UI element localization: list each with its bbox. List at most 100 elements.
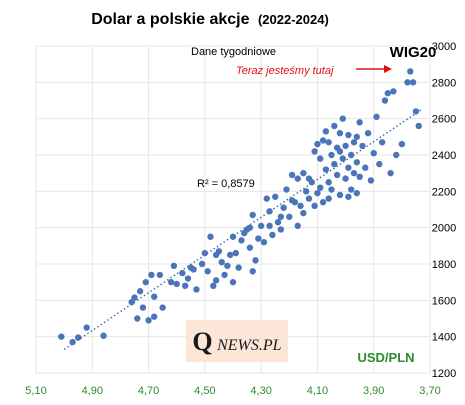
scatter-point <box>207 233 214 240</box>
scatter-point <box>212 277 220 284</box>
scatter-point <box>294 222 301 230</box>
scatter-point <box>226 251 234 259</box>
y-tick-label: 3000 <box>432 41 456 53</box>
scatter-point <box>328 151 335 159</box>
scatter-point <box>266 222 273 230</box>
scatter-point <box>257 222 265 230</box>
y-tick-label: 2200 <box>432 186 456 198</box>
scatter-point <box>339 115 346 122</box>
x-tick-label: 3,70 <box>419 385 440 397</box>
scatter-point <box>193 286 200 293</box>
x-tick-label: 4,50 <box>194 385 215 397</box>
scatter-point <box>311 148 318 155</box>
scatter-point <box>350 169 358 177</box>
scatter-point <box>336 191 344 199</box>
grid <box>35 45 431 374</box>
scatter-point <box>398 140 406 148</box>
scatter-point <box>58 333 65 340</box>
scatter-point <box>407 68 414 75</box>
y-tick-label: 1200 <box>432 368 456 380</box>
scatter-point <box>348 151 355 159</box>
scatter-point <box>353 159 361 166</box>
scatter-point <box>283 186 290 193</box>
x-tick-label: 5,10 <box>25 385 46 397</box>
watermark-logo: Q NEWS.PL <box>186 320 288 362</box>
scatter-point <box>356 119 363 126</box>
scatter-point <box>232 249 240 257</box>
scatter-point <box>139 304 147 311</box>
scatter-point <box>238 237 245 244</box>
x-tick-label: 4,70 <box>138 385 159 397</box>
scatter-point <box>173 280 180 288</box>
scatter-point <box>167 278 175 286</box>
scatter-point <box>151 293 158 300</box>
y-tick-label: 1600 <box>432 295 456 307</box>
scatter-point <box>300 169 307 177</box>
scatter-point <box>370 149 377 157</box>
x-axis-label: USD/PLN <box>357 350 414 365</box>
scatter-point <box>274 219 282 226</box>
chart-subtitle: Dane tygodniowe <box>191 46 276 58</box>
x-tick-label: 3,90 <box>363 385 384 397</box>
scatter-point <box>156 271 164 279</box>
scatter-point <box>325 179 332 186</box>
scatter-point <box>142 278 149 286</box>
scatter-point <box>350 139 358 146</box>
scatter-point <box>69 338 76 346</box>
scatter-point <box>266 208 273 215</box>
scatter-point <box>325 139 332 146</box>
y-tick-label: 2800 <box>432 77 456 89</box>
scatter-point <box>272 193 279 200</box>
y-tick-labels: 1200 1400 1600 1800 2000 2200 2400 2600 2800 3000 <box>432 41 456 380</box>
scatter-point <box>336 148 344 155</box>
scatter-point <box>260 239 268 246</box>
scatter-point <box>212 251 220 259</box>
r-squared-label: R² = 0,8579 <box>197 178 255 190</box>
scatter-point <box>286 213 293 220</box>
scatter-point <box>384 90 391 97</box>
y-tick-label: 1800 <box>432 259 456 271</box>
scatter-point <box>229 278 237 286</box>
scatter-point <box>255 235 262 242</box>
scatter-point <box>364 130 372 137</box>
scatter-point <box>353 189 361 197</box>
scatter-point <box>246 224 254 231</box>
scatter-point <box>151 313 158 320</box>
scatter-point <box>190 266 197 273</box>
scatter-point <box>159 304 166 311</box>
scatter-point <box>224 262 231 270</box>
scatter-point <box>317 155 324 162</box>
scatter-point <box>134 315 141 322</box>
scatter-point <box>280 204 287 211</box>
scatter-point <box>412 108 420 115</box>
scatter-point <box>314 140 321 148</box>
scatter-point <box>362 164 369 171</box>
scatter-point <box>229 233 237 240</box>
scatter-point <box>288 171 296 179</box>
scatter-point <box>75 334 82 341</box>
svg-text:Q NEWS.PL: Q NEWS.PL <box>192 327 281 356</box>
scatter-point <box>393 151 400 159</box>
scatter-point <box>373 113 380 121</box>
y-tick-label: 2600 <box>432 114 456 126</box>
logo-rest: NEWS.PL <box>216 337 282 354</box>
scatter-point <box>367 177 375 184</box>
x-tick-label: 4,90 <box>82 385 103 397</box>
scatter-point <box>345 193 352 200</box>
scatter-point <box>204 268 211 275</box>
scatter-point <box>291 199 299 206</box>
scatter-point <box>170 262 178 270</box>
scatter-point <box>269 231 276 239</box>
scatter-point <box>381 97 389 104</box>
scatter-point <box>263 195 270 202</box>
scatter-point <box>145 317 152 324</box>
scatter-point <box>348 186 355 193</box>
scatter-points <box>58 68 422 346</box>
y-axis-label: WIG20 <box>390 44 437 61</box>
scatter-point <box>277 213 285 220</box>
scatter-point <box>317 184 324 191</box>
scatter-point <box>328 186 335 193</box>
scatter-point <box>359 142 366 150</box>
scatter-point <box>331 160 338 168</box>
scatter-point <box>305 195 313 202</box>
